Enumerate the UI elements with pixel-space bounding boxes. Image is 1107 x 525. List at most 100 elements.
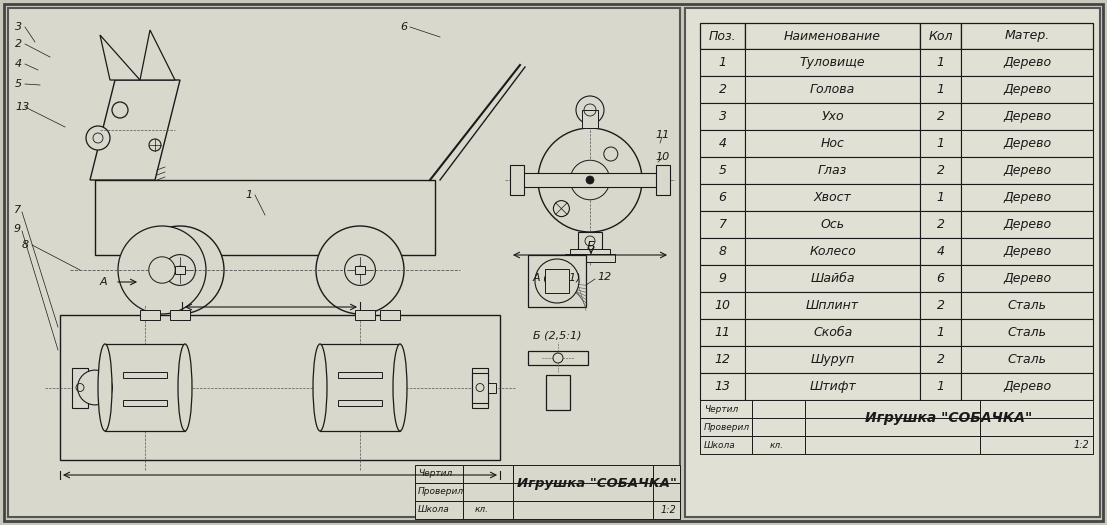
Text: Чертил: Чертил [704,404,738,414]
Text: 7: 7 [718,218,726,231]
Text: Игрушка "СОБАЧКА": Игрушка "СОБАЧКА" [517,477,676,489]
Polygon shape [90,80,180,180]
Text: 8: 8 [718,245,726,258]
Text: 2: 2 [937,299,944,312]
Ellipse shape [313,344,327,431]
Bar [961,265,1093,292]
Bar [320,344,400,431]
Bar [920,103,961,130]
Text: 2: 2 [718,83,726,96]
Bar [745,346,920,373]
Bar [653,501,680,519]
Bar [60,315,500,460]
Text: 12: 12 [715,353,731,366]
Text: Школа: Школа [418,506,449,514]
Bar [700,373,745,400]
Bar [685,8,1100,517]
Bar [528,351,588,365]
Bar [123,372,167,377]
Bar [520,173,660,187]
Circle shape [315,226,404,314]
Bar [961,184,1093,211]
Text: А (2,5:1): А (2,5:1) [532,272,581,282]
Text: Наименование: Наименование [784,29,881,43]
Text: Б (2,5:1): Б (2,5:1) [532,330,581,340]
Bar [656,165,670,195]
Text: 10: 10 [655,152,670,162]
Text: кл.: кл. [770,440,784,449]
Circle shape [86,126,110,150]
Bar [920,346,961,373]
Bar [653,483,680,501]
Text: Дерево: Дерево [1003,380,1052,393]
Text: 4: 4 [15,59,22,69]
Text: 1: 1 [937,380,944,393]
Bar [170,310,190,320]
Bar [745,157,920,184]
Circle shape [586,176,594,184]
Text: Туловище: Туловище [800,56,866,69]
Text: 12: 12 [597,272,611,282]
Text: Дерево: Дерево [1003,83,1052,96]
Bar [961,319,1093,346]
Bar [920,130,961,157]
Bar [123,400,167,405]
Bar [752,436,805,454]
Text: 1: 1 [937,56,944,69]
Circle shape [136,226,224,314]
Bar [510,165,524,195]
Circle shape [570,160,610,200]
Bar [805,400,980,418]
Bar [105,344,185,431]
Text: Б: Б [587,240,596,254]
Text: Дерево: Дерево [1003,110,1052,123]
Bar [961,157,1093,184]
Bar [139,310,161,320]
Circle shape [165,255,196,286]
Text: Скоба: Скоба [813,326,852,339]
Bar [463,501,513,519]
Text: 4: 4 [718,137,726,150]
Ellipse shape [178,344,192,431]
Circle shape [356,266,364,274]
Text: 1: 1 [937,191,944,204]
Bar [961,130,1093,157]
Text: Шплинт: Шплинт [806,299,859,312]
Bar [472,368,488,407]
Bar [700,400,752,418]
Bar [513,483,653,501]
Text: Дерево: Дерево [1003,272,1052,285]
Bar [961,346,1093,373]
Bar [570,249,610,254]
Bar [745,49,920,76]
Bar [920,292,961,319]
Text: 5: 5 [718,164,726,177]
Text: 1: 1 [718,56,726,69]
Bar [700,49,745,76]
Text: Ось: Ось [820,218,845,231]
Bar [700,157,745,184]
Circle shape [554,353,563,363]
Circle shape [535,259,579,303]
Text: 7: 7 [14,205,21,215]
Text: 1: 1 [937,83,944,96]
Bar [920,76,961,103]
Bar [920,265,961,292]
Text: Нос: Нос [820,137,845,150]
Polygon shape [100,35,139,80]
Bar [745,184,920,211]
Circle shape [149,139,161,151]
Bar [513,465,653,483]
Text: 6: 6 [937,272,944,285]
Text: Шайба: Шайба [810,272,855,285]
Bar [415,483,463,501]
Text: Проверил: Проверил [418,488,464,497]
Bar [980,418,1093,436]
Text: Игрушка "СОБАЧКА": Игрушка "СОБАЧКА" [866,411,1033,425]
Bar [528,255,586,307]
Bar [338,400,382,405]
Bar [463,465,513,483]
Text: 2: 2 [937,164,944,177]
Bar [355,310,375,320]
Bar [700,238,745,265]
